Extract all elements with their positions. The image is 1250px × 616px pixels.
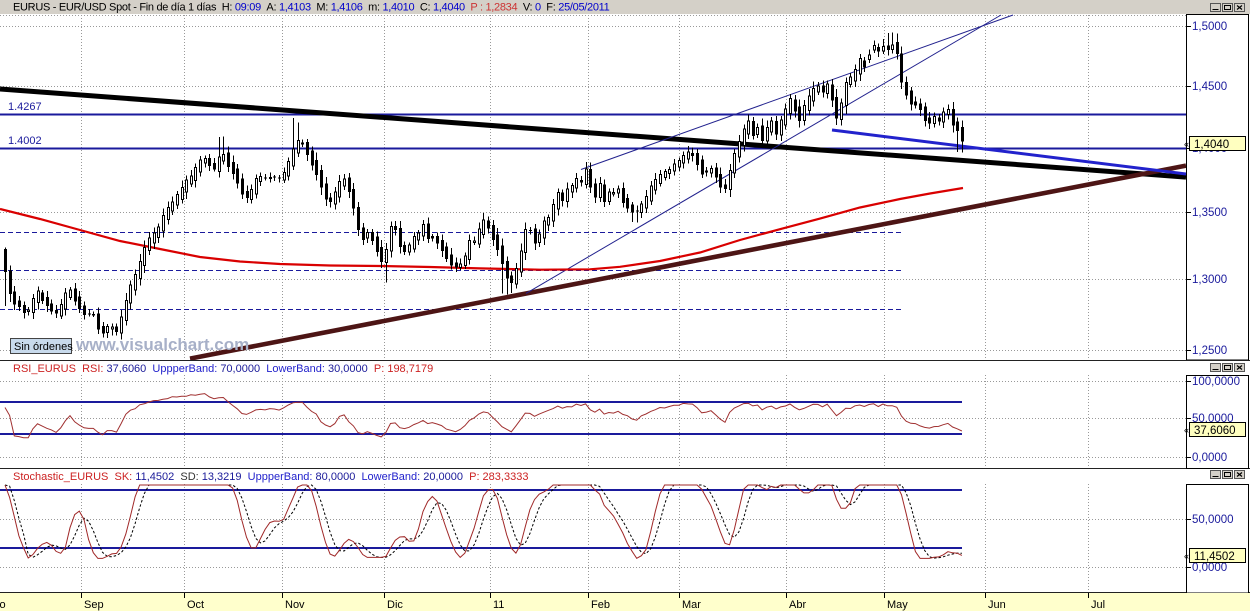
svg-text:1,4040: 1,4040 — [1194, 139, 1229, 151]
svg-text:0,0000: 0,0000 — [1192, 452, 1227, 464]
svg-text:«: « — [1184, 139, 1189, 149]
svg-text:1.4002: 1.4002 — [8, 135, 42, 147]
svg-text:Jul: Jul — [1091, 599, 1105, 611]
svg-text:May: May — [887, 599, 908, 611]
svg-text:1,4500: 1,4500 — [1192, 81, 1227, 93]
svg-text:Sep: Sep — [84, 599, 104, 611]
svg-text:1,3500: 1,3500 — [1192, 207, 1227, 219]
svg-text:Sin órdenes: Sin órdenes — [14, 341, 73, 353]
svg-text:Nov: Nov — [285, 599, 305, 611]
svg-text:Feb: Feb — [591, 599, 610, 611]
svg-text:37,6060: 37,6060 — [1194, 425, 1236, 437]
svg-text:100,0000: 100,0000 — [1192, 376, 1240, 388]
svg-text:«: « — [1184, 551, 1189, 561]
svg-text:Stochastic_EURUS SK: 11,4502: Stochastic_EURUS SK: 11,4502 SD: 13,3219… — [13, 471, 528, 483]
svg-text:www.visualchart.com: www.visualchart.com — [75, 335, 249, 354]
svg-text:Abr: Abr — [789, 599, 806, 611]
svg-text:11,4502: 11,4502 — [1194, 551, 1235, 563]
svg-text:Oct: Oct — [187, 599, 204, 611]
svg-text:Mar: Mar — [682, 599, 701, 611]
svg-text:50,0000: 50,0000 — [1192, 514, 1234, 526]
svg-text:1.4267: 1.4267 — [8, 101, 42, 113]
svg-text:1,3000: 1,3000 — [1192, 274, 1227, 286]
svg-text:11: 11 — [493, 599, 504, 611]
svg-text:Ago: Ago — [0, 599, 6, 611]
svg-text:EURUS - EUR/USD Spot - Fin de: EURUS - EUR/USD Spot - Fin de día 1 días… — [13, 2, 610, 14]
svg-text:RSI_EURUS RSI: 37,6060 Upppe: RSI_EURUS RSI: 37,6060 UppperBand: 70,00… — [13, 363, 433, 375]
svg-text:1,2500: 1,2500 — [1192, 345, 1227, 357]
svg-text:Dic: Dic — [387, 599, 403, 611]
svg-text:1,5000: 1,5000 — [1192, 21, 1227, 33]
svg-text:0,0000: 0,0000 — [1192, 562, 1227, 574]
svg-text:«: « — [1184, 425, 1189, 435]
svg-text:Jun: Jun — [988, 599, 1006, 611]
